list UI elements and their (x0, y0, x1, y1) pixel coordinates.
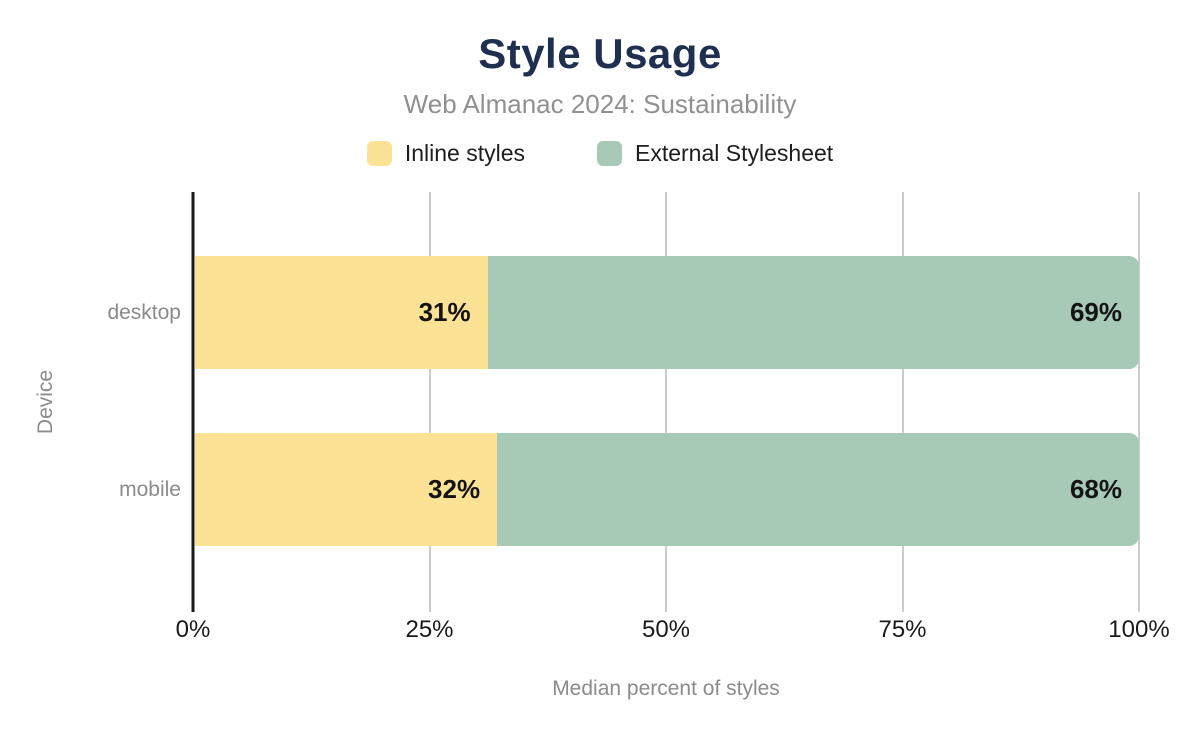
plot-area: 31% 69% 32% 68% (191, 192, 1140, 612)
chart-title: Style Usage (478, 30, 722, 77)
chart-subtitle: Web Almanac 2024: Sustainability (403, 89, 797, 119)
bar-row-mobile: 32% 68% (195, 433, 1139, 546)
x-tick-label-0%: 0% (175, 616, 211, 643)
bar-value-label: 31% (418, 297, 471, 327)
x-tick-label-75%: 75% (878, 616, 927, 643)
y-category-label-desktop: desktop (107, 300, 181, 324)
bar-segment-mobile-external-stylesheet: 68% (497, 433, 1139, 546)
legend-item-external-stylesheet: External Stylesheet (597, 140, 833, 167)
bar-segment-desktop-external-stylesheet: 69% (487, 256, 1139, 369)
gridline-50% (665, 192, 667, 612)
y-axis-title: Device (34, 369, 57, 435)
gridline-25% (428, 192, 431, 612)
x-axis-tick-row: 0% 25% 50% 75% 100% (176, 616, 1170, 646)
bar-row-desktop: 31% 69% (195, 256, 1139, 369)
gridline-75% (901, 192, 904, 612)
x-tick-label-50%: 50% (641, 616, 691, 643)
legend-item-inline-styles: Inline styles (366, 140, 525, 167)
bar-value-label: 69% (1069, 297, 1122, 327)
bar-value-label: 68% (1069, 474, 1122, 504)
bar-value-label: 32% (428, 474, 481, 504)
gridline-100% (1138, 192, 1140, 612)
legend-swatch-inline-styles (366, 141, 392, 166)
legend-label: Inline styles (404, 140, 525, 166)
legend-label: External Stylesheet (635, 140, 834, 166)
x-tick-label-100%: 100% (1108, 616, 1170, 643)
x-axis-title: Median percent of styles (552, 677, 780, 700)
y-axis-line (191, 192, 195, 612)
bar-segment-desktop-inline-styles: 31% (195, 256, 488, 369)
x-tick-label-25%: 25% (405, 616, 454, 643)
bar-segment-mobile-inline-styles: 32% (195, 433, 498, 546)
legend-swatch-external-stylesheet (597, 141, 622, 166)
legend: Inline styles External Stylesheet (0, 140, 1200, 167)
y-category-label-mobile: mobile (119, 477, 181, 501)
